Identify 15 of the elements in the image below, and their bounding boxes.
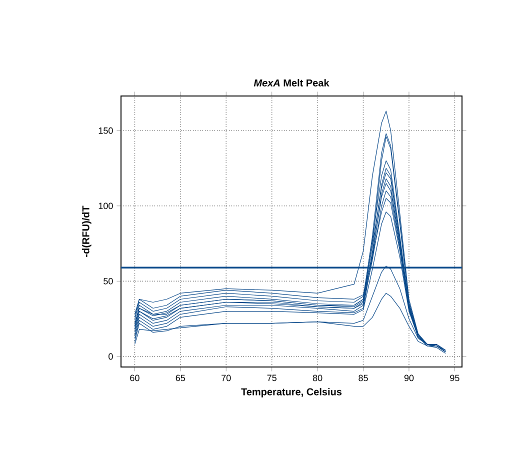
- x-tick-label: 70: [222, 374, 231, 382]
- y-tick-label: 150: [98, 127, 113, 134]
- y-axis-title: -d(RFU)/dT: [82, 206, 92, 257]
- x-tick-label: 65: [176, 374, 186, 382]
- x-axis-title: Temperature, Celsius: [241, 388, 342, 398]
- y-tick-label: 0: [108, 353, 113, 360]
- x-tick-label: 95: [450, 374, 460, 382]
- x-tick-label: 60: [130, 374, 140, 382]
- x-tick-label: 85: [358, 374, 368, 382]
- y-tick-label: 100: [98, 202, 113, 210]
- chart-title: MexA Melt Peak: [254, 79, 330, 86]
- x-tick-label: 80: [312, 374, 322, 382]
- x-tick-label: 90: [404, 374, 414, 382]
- y-tick-label: 50: [104, 278, 113, 284]
- x-tick-label: 75: [267, 374, 276, 382]
